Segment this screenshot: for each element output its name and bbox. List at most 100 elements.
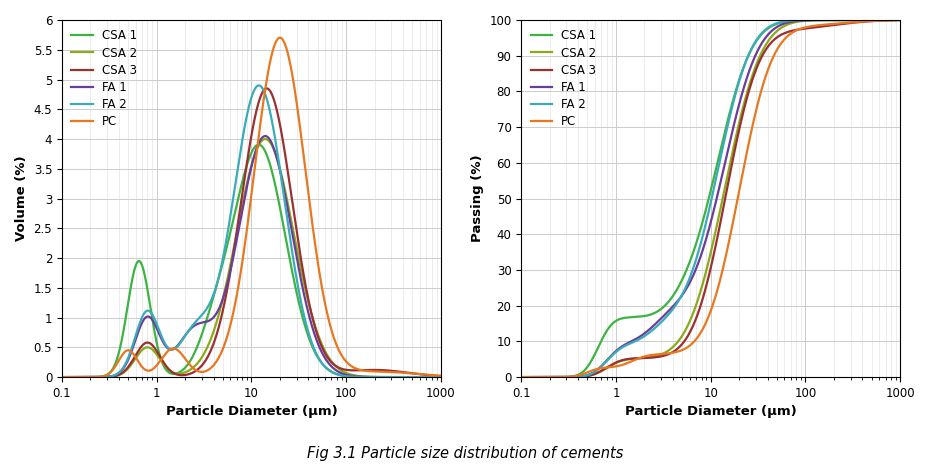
FA 1 [387, 374, 398, 380]
PC [895, 17, 906, 23]
CSA 3 [846, 20, 857, 26]
CSA 2 [559, 374, 570, 380]
PC [581, 370, 592, 375]
PC [122, 348, 133, 353]
Line: CSA 2: CSA 2 [62, 139, 441, 377]
FA 2 [253, 82, 264, 88]
FA 2 [122, 356, 133, 362]
FA 1 [428, 374, 439, 380]
CSA 3 [100, 374, 111, 380]
FA 1 [218, 294, 229, 299]
FA 1 [846, 17, 857, 23]
FA 2 [428, 374, 439, 380]
FA 2 [581, 373, 592, 378]
CSA 3 [581, 373, 592, 379]
CSA 1 [122, 303, 133, 309]
CSA 2 [100, 374, 111, 380]
CSA 3 [435, 373, 446, 379]
CSA 1 [100, 373, 111, 378]
Line: FA 2: FA 2 [62, 85, 441, 377]
CSA 1 [202, 315, 213, 321]
FA 1 [100, 374, 111, 380]
CSA 1 [677, 275, 688, 281]
FA 2 [57, 374, 68, 380]
Line: PC: PC [521, 20, 900, 377]
PC [887, 17, 898, 23]
PC [661, 351, 672, 356]
CSA 3 [261, 86, 272, 91]
CSA 1 [428, 374, 439, 380]
CSA 2 [122, 366, 133, 372]
CSA 3 [387, 368, 398, 374]
CSA 2 [661, 349, 672, 355]
FA 2 [515, 374, 526, 380]
CSA 1 [515, 374, 526, 380]
FA 1 [515, 374, 526, 380]
Legend: CSA 1, CSA 2, CSA 3, FA 1, FA 2, PC: CSA 1, CSA 2, CSA 3, FA 1, FA 2, PC [527, 26, 600, 132]
CSA 3 [677, 340, 688, 346]
CSA 3 [887, 17, 898, 23]
PC [559, 374, 570, 380]
X-axis label: Particle Diameter (μm): Particle Diameter (μm) [166, 405, 338, 418]
CSA 1 [846, 17, 857, 23]
CSA 1 [559, 374, 570, 380]
FA 1 [435, 374, 446, 380]
FA 2 [895, 17, 906, 23]
FA 1 [202, 319, 213, 324]
CSA 2 [428, 374, 439, 380]
CSA 2 [895, 17, 906, 23]
X-axis label: Particle Diameter (μm): Particle Diameter (μm) [625, 405, 797, 418]
PC [218, 344, 229, 350]
CSA 2 [677, 332, 688, 337]
CSA 1 [661, 301, 672, 307]
FA 1 [559, 374, 570, 380]
CSA 3 [559, 374, 570, 380]
FA 1 [581, 372, 592, 378]
Line: PC: PC [62, 38, 441, 377]
FA 2 [677, 290, 688, 296]
FA 1 [259, 133, 271, 139]
CSA 3 [515, 374, 526, 380]
FA 1 [887, 17, 898, 23]
Line: FA 1: FA 1 [62, 136, 441, 377]
FA 2 [559, 374, 570, 380]
CSA 1 [895, 17, 906, 23]
FA 1 [661, 310, 672, 316]
FA 1 [677, 291, 688, 297]
Line: CSA 1: CSA 1 [62, 144, 441, 377]
FA 2 [218, 252, 229, 257]
CSA 2 [435, 374, 446, 380]
Line: CSA 3: CSA 3 [62, 89, 441, 377]
PC [274, 35, 286, 41]
Y-axis label: Passing (%): Passing (%) [471, 155, 484, 242]
CSA 2 [387, 374, 398, 380]
Legend: CSA 1, CSA 2, CSA 3, FA 1, FA 2, PC: CSA 1, CSA 2, CSA 3, FA 1, FA 2, PC [68, 26, 140, 132]
CSA 1 [387, 374, 398, 380]
CSA 1 [57, 374, 68, 380]
CSA 1 [435, 374, 446, 380]
Line: FA 1: FA 1 [521, 20, 900, 377]
FA 2 [435, 374, 446, 380]
Line: CSA 1: CSA 1 [521, 20, 900, 377]
FA 2 [887, 17, 898, 23]
CSA 1 [887, 17, 898, 23]
CSA 2 [202, 345, 213, 350]
Line: FA 2: FA 2 [521, 20, 900, 377]
CSA 3 [202, 355, 213, 361]
PC [100, 373, 111, 378]
CSA 1 [218, 257, 229, 262]
PC [435, 373, 446, 378]
FA 2 [202, 305, 213, 311]
FA 1 [57, 374, 68, 380]
Y-axis label: Volume (%): Volume (%) [15, 156, 28, 241]
Line: CSA 3: CSA 3 [521, 20, 900, 377]
CSA 3 [218, 304, 229, 310]
FA 2 [661, 314, 672, 320]
CSA 2 [259, 136, 271, 142]
FA 2 [387, 374, 398, 380]
PC [846, 20, 857, 25]
PC [202, 368, 213, 373]
PC [428, 372, 439, 378]
CSA 3 [57, 374, 68, 380]
CSA 3 [661, 352, 672, 358]
